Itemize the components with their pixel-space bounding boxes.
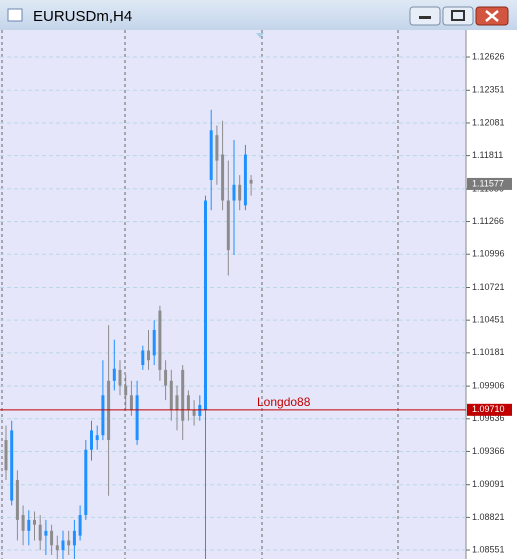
y-tick-label: 1.09091: [472, 479, 505, 489]
current-price-label: 1.11577: [472, 178, 504, 188]
y-tick-label: 1.10721: [472, 282, 505, 292]
candle-body: [238, 184, 242, 201]
candle-body: [55, 545, 59, 551]
candle-body: [50, 530, 54, 546]
maximize-icon: [451, 10, 465, 21]
candle-body: [10, 430, 14, 501]
y-tick-label: 1.09906: [472, 380, 505, 390]
candle-body: [152, 329, 156, 356]
y-tick-label: 1.12351: [472, 85, 505, 95]
candle-body: [15, 479, 19, 520]
candle-body: [226, 200, 230, 251]
candle-body: [129, 395, 133, 410]
candle-body: [169, 380, 173, 410]
y-tick-label: 1.12626: [472, 51, 505, 61]
candle-body: [33, 519, 36, 525]
candle-body: [147, 350, 150, 361]
candle-body: [209, 130, 213, 180]
candle-body: [181, 369, 185, 421]
candle-body: [158, 310, 162, 370]
y-tick-label: 1.10996: [472, 249, 505, 259]
candle-body: [90, 430, 93, 450]
y-tick-label: 1.08821: [472, 512, 505, 522]
candle-body: [72, 530, 76, 546]
candle-body: [101, 395, 105, 436]
plot-area: [0, 30, 466, 559]
y-tick-label: 1.09636: [472, 413, 505, 423]
candle-body: [164, 369, 168, 386]
candle-body: [232, 184, 236, 201]
candle-body: [118, 369, 122, 386]
current-price-box: [467, 177, 512, 190]
horizontal-line-price-box: [467, 403, 512, 416]
candle-body: [84, 449, 88, 516]
y-tick-label: 1.11266: [472, 216, 504, 226]
candle-body: [141, 350, 145, 366]
candle-body: [107, 380, 111, 441]
candle-body: [67, 540, 71, 546]
y-tick-label: 1.12081: [472, 117, 505, 127]
price-axis: [466, 30, 517, 559]
shift-marker: [256, 33, 264, 38]
candle-body: [186, 395, 190, 410]
candle-body: [221, 154, 225, 201]
window-title: EURUSDm,H4: [33, 8, 132, 25]
candle-body: [27, 519, 31, 531]
candle-body: [215, 135, 219, 161]
y-tick-label: 1.10451: [472, 315, 505, 325]
candle-body: [243, 154, 247, 206]
candle-body: [21, 515, 25, 531]
horizontal-line-label: Longdo88: [257, 395, 311, 409]
candle-body: [192, 409, 196, 416]
y-tick-label: 1.09366: [472, 446, 505, 456]
period-separators: [1, 30, 399, 559]
window-icon: [7, 8, 23, 22]
close-icon: [485, 10, 499, 22]
candle-body: [78, 515, 82, 536]
candle-body: [44, 530, 48, 536]
candle-body: [204, 200, 207, 410]
candle-body: [61, 540, 65, 551]
candle-body: [198, 404, 202, 416]
y-tick-label: 1.08551: [472, 544, 505, 554]
candle-body: [95, 435, 99, 441]
horizontal-line-price: 1.09710: [472, 404, 505, 414]
candle-body: [249, 179, 253, 184]
candle-body: [4, 440, 8, 471]
y-tick-label: 1.11811: [472, 150, 503, 160]
candle-body: [175, 395, 179, 410]
maximize-button[interactable]: [442, 6, 474, 26]
candle-body: [124, 385, 128, 396]
candle-body: [112, 368, 116, 381]
minimize-icon: [419, 16, 431, 19]
y-tick-label: 1.10181: [472, 347, 505, 357]
candle-body: [38, 524, 42, 541]
candle-body: [135, 395, 139, 441]
